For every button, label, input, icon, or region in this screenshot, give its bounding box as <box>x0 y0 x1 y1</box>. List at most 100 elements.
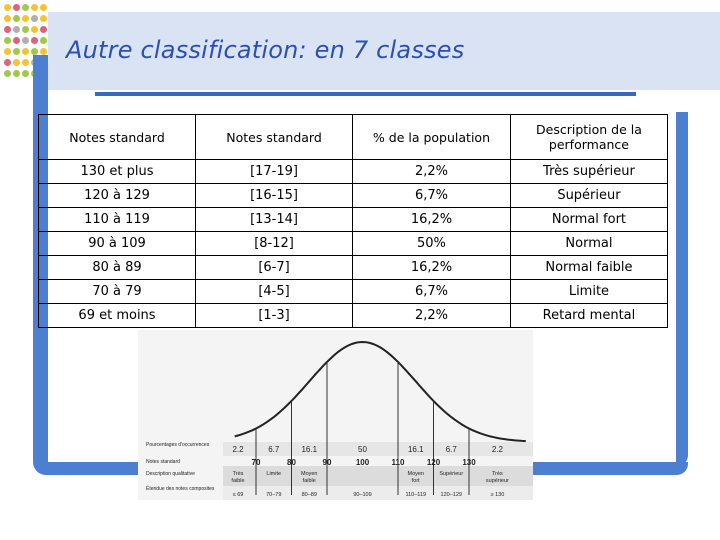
table-cell: 2,2% <box>352 303 511 328</box>
frame-right-border <box>676 112 688 467</box>
table-cell: 70 à 79 <box>37 279 197 304</box>
table-header-row: Notes standard Notes standard % de la po… <box>37 114 669 160</box>
table-cell: [6-7] <box>195 255 354 280</box>
table-cell: [8-12] <box>195 231 354 256</box>
table-cell: 50% <box>352 231 511 256</box>
qualitative-description-line2: faible <box>231 478 244 484</box>
table-cell: Retard mental <box>509 303 669 328</box>
figure-row-band <box>223 486 533 500</box>
bell-curve-figure: 2.2 6.7 16.1 50 16.1 6.7 2.2 70 80 90 100 110 120 13… <box>138 330 533 500</box>
table-cell: 16,2% <box>352 207 511 232</box>
decorative-dot <box>31 26 38 33</box>
figure-row-label: Description qualitative <box>146 471 195 477</box>
decorative-dot <box>4 15 11 22</box>
figure-row-label: Étendue des notes composites <box>146 485 215 492</box>
decorative-dot <box>22 59 29 66</box>
decorative-dot <box>22 70 29 77</box>
score-tick-label: 90 <box>323 458 332 467</box>
percentage-label: 6.7 <box>268 445 280 454</box>
classification-table: Notes standard Notes standard % de la po… <box>37 114 669 328</box>
header-notes-standard-1: Notes standard <box>37 114 197 160</box>
qualitative-description: Moyen <box>407 471 424 477</box>
decorative-dot <box>31 4 38 11</box>
decorative-dot <box>13 15 20 22</box>
score-tick-label: 110 <box>392 458 405 467</box>
decorative-dot <box>40 15 47 22</box>
table-row: 110 à 119 [13-14] 16,2% Normal fort <box>37 207 669 232</box>
table-cell: 130 et plus <box>37 159 197 184</box>
header-population-percent: % de la population <box>352 114 511 160</box>
decorative-dot <box>31 15 38 22</box>
decorative-dot <box>13 26 20 33</box>
percentage-label: 6.7 <box>446 445 458 454</box>
table-cell: [13-14] <box>195 207 354 232</box>
header-notes-standard-2: Notes standard <box>195 114 354 160</box>
decorative-dot <box>4 59 11 66</box>
decorative-dot <box>31 37 38 44</box>
qualitative-description-line2: faible <box>303 478 316 484</box>
decorative-dot <box>4 37 11 44</box>
decorative-dot <box>40 37 47 44</box>
table-cell: Normal <box>509 231 669 256</box>
decorative-dot <box>4 48 11 55</box>
decorative-dot <box>13 4 20 11</box>
score-tick-label: 80 <box>287 458 296 467</box>
decorative-dot <box>4 70 11 77</box>
table-cell: 69 et moins <box>37 303 197 328</box>
table-cell: 6,7% <box>352 279 511 304</box>
bell-curve-svg: 2.2 6.7 16.1 50 16.1 6.7 2.2 70 80 90 100 110 120 13… <box>138 330 533 500</box>
table-row: 130 et plus [17-19] 2,2% Très supérieur <box>37 159 669 184</box>
table-row: 120 à 129 [16-15] 6,7% Supérieur <box>37 183 669 208</box>
table-cell: Normal fort <box>509 207 669 232</box>
decorative-dot <box>40 26 47 33</box>
decorative-dot <box>22 37 29 44</box>
score-tick-label: 130 <box>462 458 476 467</box>
table-cell: Limite <box>509 279 669 304</box>
decorative-dot <box>13 70 20 77</box>
decorative-dot <box>4 26 11 33</box>
qualitative-description-line2: supérieur <box>486 478 509 484</box>
table-cell: [17-19] <box>195 159 354 184</box>
title-underline <box>95 92 636 96</box>
decorative-dot <box>22 4 29 11</box>
figure-row-label: Notes standard <box>146 459 180 465</box>
table-cell: [4-5] <box>195 279 354 304</box>
table-cell: 120 à 129 <box>37 183 197 208</box>
table-cell: 80 à 89 <box>37 255 197 280</box>
score-tick-label: 120 <box>427 458 441 467</box>
decorative-dot <box>31 48 38 55</box>
table-cell: 16,2% <box>352 255 511 280</box>
table-cell: 6,7% <box>352 183 511 208</box>
table-row: 69 et moins [1-3] 2,2% Retard mental <box>37 303 669 328</box>
title-bar-background <box>48 12 720 90</box>
decorative-dot <box>13 48 20 55</box>
table-cell: 90 à 109 <box>37 231 197 256</box>
table-cell: Très supérieur <box>509 159 669 184</box>
figure-row-label: Pourcentages d'occurrences <box>146 442 210 448</box>
qualitative-description: Limite <box>266 471 281 477</box>
percentage-label: 2.2 <box>492 445 504 454</box>
composite-range-label: 120–129 <box>441 492 462 498</box>
table-cell: Normal faible <box>509 255 669 280</box>
table-cell: [16-15] <box>195 183 354 208</box>
table-cell: Supérieur <box>509 183 669 208</box>
table-row: 90 à 109 [8-12] 50% Normal <box>37 231 669 256</box>
table-cell: [1-3] <box>195 303 354 328</box>
qualitative-description-line2: fort <box>412 478 420 484</box>
composite-range-label: 80–89 <box>302 492 317 498</box>
composite-range-label: 90–109 <box>353 492 371 498</box>
decorative-dot <box>13 59 20 66</box>
score-tick-label: 70 <box>252 458 261 467</box>
decorative-dot <box>13 37 20 44</box>
percentage-label: 50 <box>358 445 367 454</box>
composite-range-label: ≤ 69 <box>233 492 244 498</box>
decorative-dot <box>4 4 11 11</box>
normal-curve <box>234 340 526 443</box>
decorative-dot <box>22 15 29 22</box>
decorative-dot <box>40 48 47 55</box>
qualitative-description: Supérieur <box>439 471 463 477</box>
decorative-dot <box>22 48 29 55</box>
figure-row-band <box>223 442 533 456</box>
composite-range-label: 70–79 <box>266 492 281 498</box>
qualitative-description: Très <box>492 471 503 477</box>
